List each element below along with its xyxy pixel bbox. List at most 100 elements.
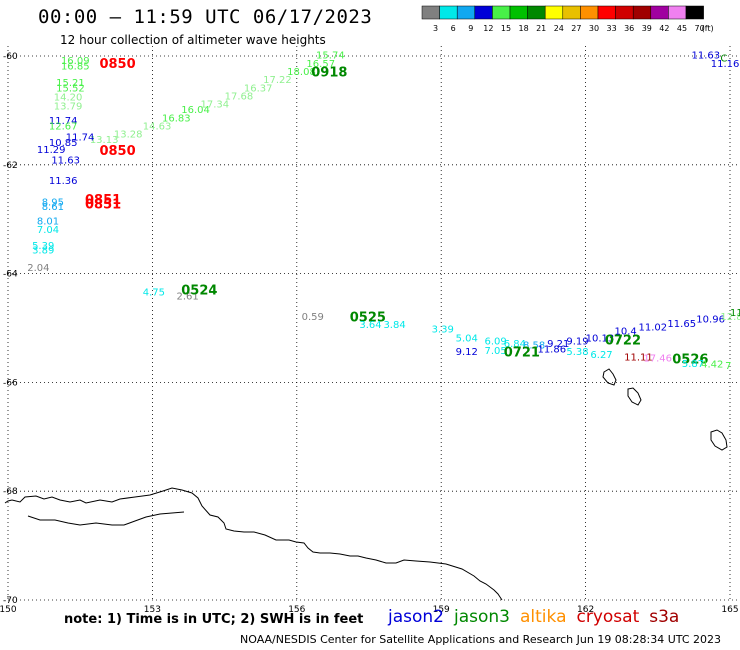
- wave-height-label: 3.84: [383, 320, 405, 331]
- colorbar-swatch: [650, 5, 669, 20]
- colorbar-swatch: [580, 5, 599, 20]
- lat-tick-label: -64: [3, 270, 18, 280]
- pass-time-label: 0850: [99, 144, 135, 159]
- colorbar-tick-label: 3: [433, 24, 438, 33]
- pass-time-label: 0722: [605, 333, 641, 348]
- colorbar-swatch: [509, 5, 528, 20]
- wave-height-label: 8.95: [42, 198, 64, 209]
- wave-height-label: 15.21: [56, 78, 85, 89]
- colorbar-tick-label: 42: [659, 24, 669, 33]
- wave-height-label: 0.59: [302, 312, 324, 323]
- wave-height-label: 11.74: [66, 132, 95, 143]
- page-title: 00:00 – 11:59 UTC 06/17/2023: [38, 6, 373, 28]
- island-2: [627, 387, 642, 406]
- wave-height-label: 14.63: [143, 121, 172, 132]
- footer-credit: NOAA/NESDIS Center for Satellite Applica…: [240, 633, 722, 646]
- wave-height-label: 7.04: [37, 225, 59, 236]
- pass-time-label: 0918: [311, 66, 347, 81]
- colorbar-swatch: [597, 5, 616, 20]
- colorbar-tick-label: 12: [483, 24, 493, 33]
- colorbar-swatch: [615, 5, 634, 20]
- lon-tick-label: 159: [433, 605, 450, 615]
- colorbar-swatch: [632, 5, 652, 20]
- colorbar: 3 6 9 12 15 18 21 24 27 30 33 36 39 42 45 70(ft): [421, 5, 714, 33]
- colorbar-tick-label: 27: [571, 24, 581, 33]
- wave-height-label: 17.34: [201, 100, 230, 111]
- wave-height-label: 17.22: [263, 75, 292, 86]
- satellite-legend-item: cryosat: [576, 607, 640, 627]
- wave-height-label: 2.61: [176, 292, 198, 303]
- wave-height-label: 16.57: [306, 59, 335, 70]
- wave-height-label: 17.68: [225, 92, 254, 103]
- lat-tick-label: -68: [3, 487, 18, 497]
- wave-height-label: 10.13: [586, 334, 615, 345]
- lon-tick-label: 165: [721, 605, 738, 615]
- wave-height-label: 9.19: [566, 336, 588, 347]
- colorbar-swatch: [562, 5, 581, 20]
- lat-tick-label: -62: [3, 161, 18, 171]
- satellite-legend-item: s3a: [649, 607, 680, 627]
- wave-height-label: 4.42: [701, 360, 723, 371]
- colorbar-tick-label: 70: [695, 24, 705, 33]
- wave-height-label: 6.84: [504, 339, 526, 350]
- wave-height-label: 11.63: [51, 156, 80, 167]
- wave-height-label: 12.84: [720, 312, 740, 323]
- wave-height-label: C: [720, 53, 727, 64]
- wave-height-label: 11.86: [537, 344, 566, 355]
- wave-height-label: 11.63: [691, 51, 720, 62]
- wave-height-label: 16.83: [162, 113, 191, 124]
- colorbar-swatch: [685, 5, 704, 20]
- antarctic-coastline: [11, 487, 503, 601]
- wave-height-label: 16.09: [61, 56, 90, 67]
- island-3: [710, 429, 728, 451]
- wave-height-label: 5.38: [566, 347, 588, 358]
- colorbar-tick-label: 36: [624, 24, 634, 33]
- pass-time-label: 0525: [350, 310, 386, 325]
- colorbar-swatch: [544, 5, 564, 20]
- coast-inlet: [4, 499, 13, 504]
- wave-height-label: 8.61: [42, 202, 64, 213]
- colorbar-tick-label: 21: [536, 24, 546, 33]
- wave-height-label: 7: [725, 361, 731, 372]
- wave-height-label: 16.04: [181, 105, 210, 116]
- lat-tick-label: -70: [3, 596, 18, 606]
- wave-height-label: 12.67: [49, 121, 78, 132]
- wave-height-label: 13.79: [54, 101, 83, 112]
- pass-time-label: 0721: [504, 345, 540, 360]
- colorbar-tick-label: 18: [519, 24, 529, 33]
- colorbar-swatch: [439, 5, 458, 20]
- wave-height-label: 3.39: [432, 324, 454, 335]
- wave-height-label: 13.13: [90, 135, 119, 146]
- axis-labels: 150 153 156 159 162 165 -60 -62 -64 -66 -68 -70: [0, 52, 739, 615]
- island-1: [602, 368, 617, 386]
- lon-tick-label: 153: [144, 605, 161, 615]
- lon-tick-label: 150: [0, 605, 17, 615]
- colorbar-swatch: [456, 5, 476, 20]
- wave-height-label: 5.04: [456, 334, 478, 345]
- colorbar-swatch: [474, 5, 493, 20]
- pass-time-label: 0851: [85, 197, 121, 212]
- colorbar-tick-label: 15: [501, 24, 511, 33]
- wave-height-label: 11.02: [639, 323, 668, 334]
- wave-height-label: 14.20: [54, 93, 83, 104]
- wave-height-label: 17.46: [643, 354, 672, 365]
- pass-time-label: 0524: [181, 283, 217, 298]
- satellite-legend: jason2 jason3 altika cryosat s3a: [388, 607, 689, 627]
- wave-height-label: 9.12: [456, 347, 478, 358]
- wave-height-label: 5.39: [32, 241, 54, 252]
- wave-height-label: 8.58: [523, 341, 545, 352]
- wave-height-label: 6.27: [590, 350, 612, 361]
- pass-time-label: 0850: [99, 57, 135, 72]
- wave-height-label: 16.37: [244, 83, 273, 94]
- colorbar-tick-label: 33: [607, 24, 617, 33]
- lat-tick-label: -66: [3, 378, 18, 388]
- wave-height-label: 11.16: [711, 59, 740, 70]
- wave-height-label: 11.29: [37, 145, 66, 156]
- wave-height-label: 8.01: [37, 217, 59, 228]
- colorbar-tick-label: 30: [589, 24, 599, 33]
- wave-height-label: 16.85: [61, 62, 90, 73]
- lon-tick-label: 162: [577, 605, 594, 615]
- footer-note: note: 1) Time is in UTC; 2) SWH is in fe…: [64, 612, 364, 627]
- colorbar-tick-label: 6: [451, 24, 456, 33]
- wave-height-label: 2.04: [27, 263, 49, 274]
